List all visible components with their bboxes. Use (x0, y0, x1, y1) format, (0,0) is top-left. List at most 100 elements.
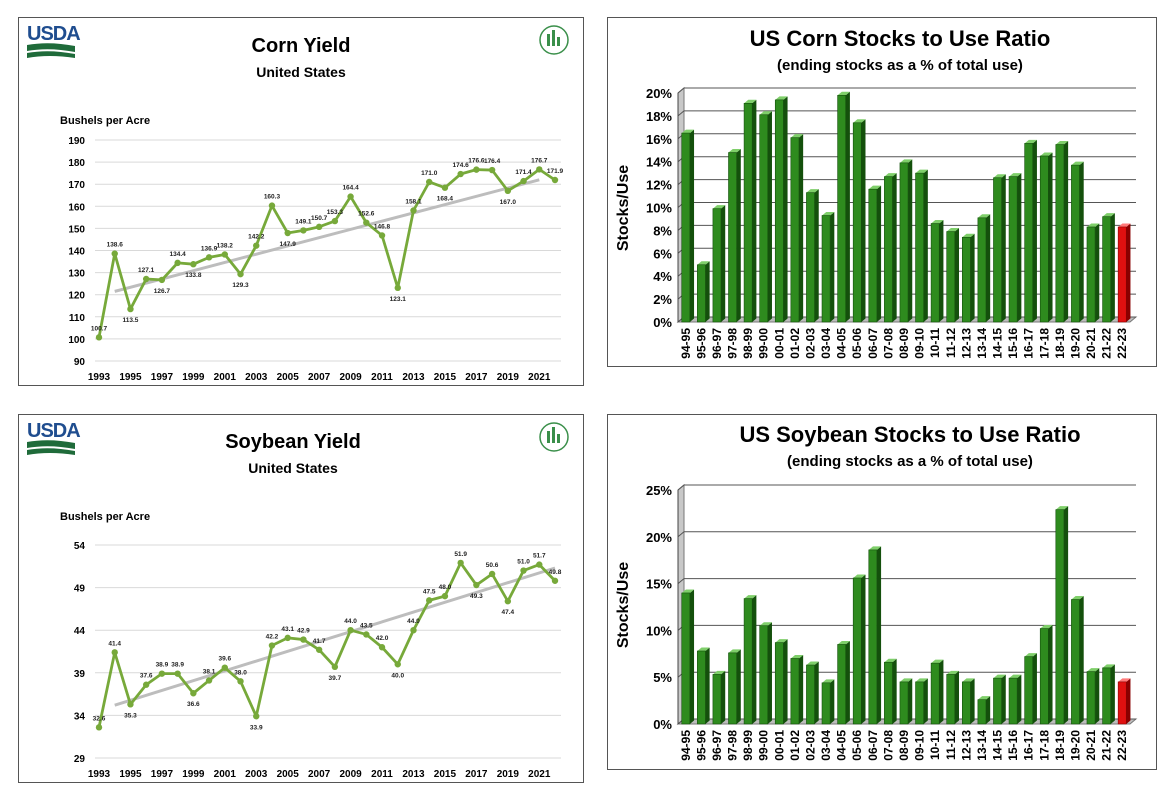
bar-side (830, 212, 835, 322)
soy-stocks-chart: US Soybean Stocks to Use Ratio (ending s… (615, 422, 1138, 761)
data-label: 32.6 (93, 715, 106, 722)
x-tick-label: 95-96 (694, 328, 708, 359)
x-tick-label: 05-06 (850, 730, 864, 761)
bar-side (970, 233, 975, 322)
bar-side (954, 228, 960, 322)
x-tick-label: 04-05 (835, 730, 849, 761)
bar-side (908, 159, 913, 322)
data-label: 43.1 (281, 626, 294, 633)
data-label: 176.7 (531, 157, 548, 164)
data-point (253, 242, 260, 249)
data-point (426, 597, 433, 604)
x-tick-label: 21-22 (1100, 328, 1114, 359)
bar (946, 674, 956, 725)
x-tick-label: 14-15 (991, 328, 1005, 359)
x-tick-label: 10-11 (928, 730, 942, 760)
bar-top (837, 640, 850, 645)
x-tick-label: 01-02 (788, 328, 802, 359)
x-tick-label: 99-00 (757, 730, 771, 761)
data-label: 40.0 (391, 672, 404, 679)
y-tick-label: 10% (646, 623, 672, 638)
usda-logo-text: USDA (27, 23, 80, 45)
data-point (457, 559, 464, 567)
x-tick-label: 2017 (465, 769, 488, 780)
bar-top (1055, 506, 1069, 510)
bar-top (697, 261, 710, 265)
chart-subtitle: United States (248, 460, 338, 476)
x-tick-label: 1995 (119, 372, 142, 383)
x-tick-label: 1997 (151, 372, 174, 383)
x-tick-label: 1993 (88, 372, 111, 383)
y-tick-label: 20% (646, 530, 672, 545)
y-tick-label: 54 (74, 541, 86, 552)
x-tick-label: 2005 (277, 372, 300, 383)
data-point (551, 577, 559, 584)
bar-side (939, 220, 944, 322)
data-point (300, 636, 307, 643)
y-tick-label: 34 (74, 711, 86, 722)
x-tick-label: 06-07 (866, 730, 880, 761)
bar-side (1032, 653, 1037, 724)
x-tick-label: 2017 (465, 372, 488, 383)
data-point (205, 254, 213, 261)
x-tick-label: 2013 (402, 372, 425, 383)
y-tick-label: 15% (646, 577, 672, 592)
x-tick-label: 2019 (497, 372, 520, 383)
data-point (111, 649, 118, 656)
bar (1055, 144, 1065, 323)
bar (993, 177, 1002, 323)
bar-top (1071, 596, 1084, 600)
data-point (237, 678, 244, 685)
bar (1024, 656, 1034, 725)
data-label: 138.2 (217, 242, 234, 249)
bar (1039, 155, 1049, 323)
y-tick-label: 44 (74, 626, 86, 637)
y-tick-label: 10% (646, 201, 672, 216)
data-point (410, 627, 417, 634)
bar-side (1110, 213, 1115, 322)
bar-side (814, 661, 819, 724)
bar (915, 681, 924, 725)
data-point (284, 634, 291, 642)
bar-top (962, 233, 975, 238)
y-tick-label: 180 (68, 158, 85, 169)
data-point (347, 627, 354, 634)
data-label: 150.7 (311, 215, 328, 222)
data-label: 171.9 (547, 168, 564, 175)
data-point (520, 567, 527, 574)
x-tick-label: 2011 (371, 372, 393, 383)
data-label: 147.9 (280, 241, 297, 248)
x-tick-label: 2021 (528, 769, 551, 780)
data-label: 127.1 (138, 267, 155, 274)
bar-top (837, 91, 850, 96)
y-tick-label: 110 (69, 313, 86, 324)
data-point (95, 724, 103, 731)
bar-side (876, 546, 882, 724)
y-tick-label: 12% (646, 178, 672, 193)
y-tick-label: 120 (68, 291, 85, 302)
y-axis-label: Bushels per Acre (60, 115, 150, 127)
bar-side (736, 149, 741, 322)
x-tick-label: 2007 (308, 372, 331, 383)
bar-top (712, 670, 726, 675)
data-point (363, 219, 370, 226)
data-point (378, 644, 386, 651)
x-tick-label: 12-13 (959, 328, 973, 359)
data-point (473, 581, 480, 589)
data-point (142, 275, 150, 283)
bar (712, 208, 722, 323)
data-label: 38.1 (203, 668, 216, 675)
bar (930, 662, 940, 725)
x-tick-label: 10-11 (928, 328, 942, 358)
x-tick-label: 04-05 (835, 328, 849, 359)
data-label: 35.3 (124, 712, 137, 719)
bar-side (892, 658, 897, 724)
x-tick-label: 97-98 (726, 730, 740, 761)
bar-top (946, 228, 960, 232)
bar-top (822, 679, 835, 683)
data-label: 160.3 (264, 194, 281, 201)
y-tick-label: 190 (68, 136, 85, 147)
x-tick-label: 07-08 (881, 328, 895, 359)
data-point (331, 663, 339, 671)
bar-top (1055, 141, 1069, 145)
